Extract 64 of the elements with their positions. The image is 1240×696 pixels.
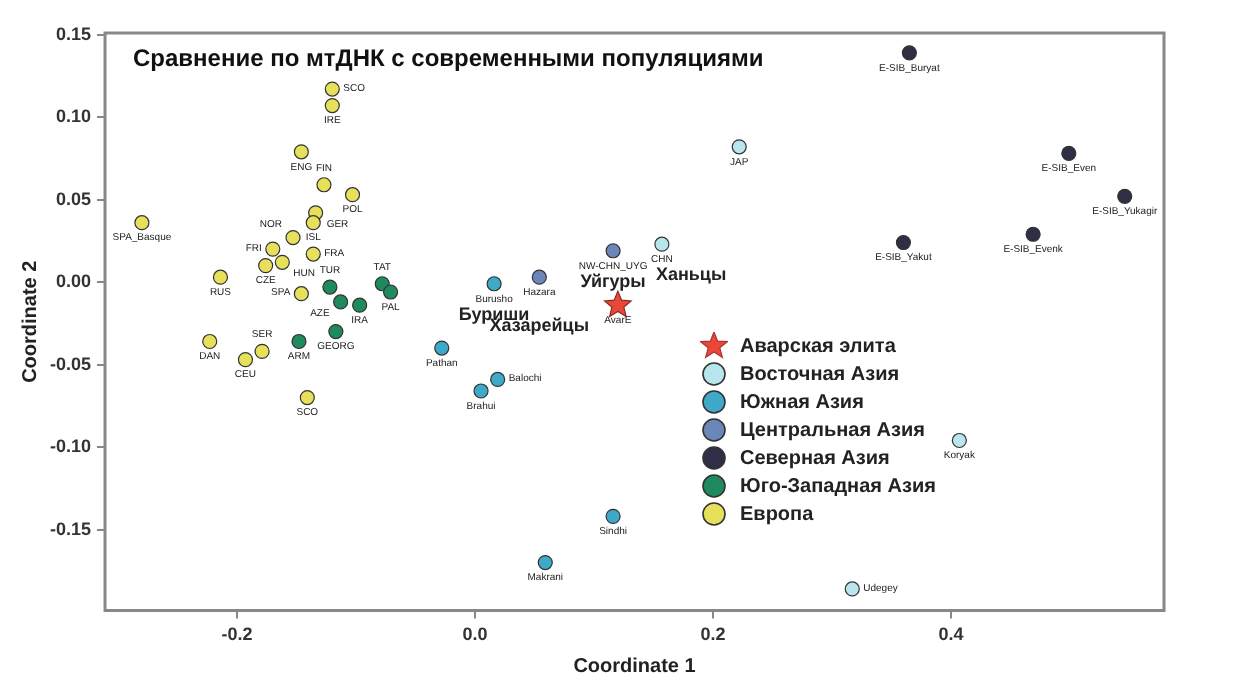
y-tick-label: 0.15	[55, 23, 92, 44]
point	[473, 383, 489, 399]
point	[285, 229, 301, 246]
point	[293, 144, 309, 160]
y-tick-label: 0.10	[55, 106, 92, 127]
point	[352, 297, 368, 313]
y-tick-label: -0.10	[50, 436, 92, 457]
point	[490, 371, 506, 388]
point	[202, 333, 218, 350]
point	[324, 81, 340, 97]
point	[901, 45, 917, 61]
point	[237, 352, 254, 368]
point	[254, 343, 270, 359]
y-tick-label: 0.00	[55, 271, 92, 292]
y-axis-title: Coordinate 2	[19, 259, 42, 383]
point	[1117, 188, 1133, 204]
point	[328, 324, 344, 340]
point	[324, 97, 340, 114]
legend-label: Южная Азия	[740, 391, 864, 413]
y-tick-label: 0.05	[55, 188, 92, 209]
point	[895, 234, 912, 251]
point	[731, 139, 747, 155]
point	[305, 215, 321, 231]
point	[322, 279, 338, 295]
y-tick-label: -0.05	[50, 353, 92, 374]
x-tick-label: 0.4	[938, 624, 964, 645]
point	[134, 215, 150, 231]
point	[274, 254, 290, 270]
point	[305, 246, 321, 262]
point	[605, 508, 621, 524]
legend-label: Европа	[740, 503, 814, 525]
point	[212, 269, 229, 285]
point	[951, 432, 967, 449]
point	[1061, 145, 1077, 162]
point	[258, 258, 274, 274]
point	[333, 294, 349, 310]
point	[344, 187, 361, 203]
point	[265, 241, 281, 257]
legend-label: Юго-Западная Азия	[740, 475, 936, 497]
point	[382, 284, 399, 300]
x-axis-title: Coordinate 1	[573, 655, 697, 678]
x-tick-label: -0.2	[221, 624, 253, 645]
point	[291, 333, 307, 350]
x-tick-label: 0.2	[700, 624, 726, 645]
point	[486, 276, 502, 292]
x-tick-label: 0.0	[462, 624, 488, 645]
point	[434, 340, 450, 356]
point	[293, 286, 309, 302]
text: Сравнение по мтДНК с современными популяциями	[133, 43, 764, 72]
point	[316, 177, 332, 193]
point	[299, 389, 315, 406]
point	[1025, 226, 1041, 242]
point	[537, 554, 553, 571]
point	[531, 269, 547, 285]
point	[605, 243, 621, 259]
legend-label: Центральная Азия	[740, 419, 925, 441]
legend-label: Северная Азия	[740, 447, 890, 469]
annotation: Ханьцы	[655, 264, 727, 285]
point	[654, 236, 670, 252]
y-tick-label: -0.15	[50, 518, 92, 539]
annotation: Уйгуры	[580, 270, 647, 291]
legend-label: Восточная Азия	[740, 363, 900, 385]
point	[844, 581, 860, 597]
legend-label: Аварская элита	[740, 335, 896, 357]
